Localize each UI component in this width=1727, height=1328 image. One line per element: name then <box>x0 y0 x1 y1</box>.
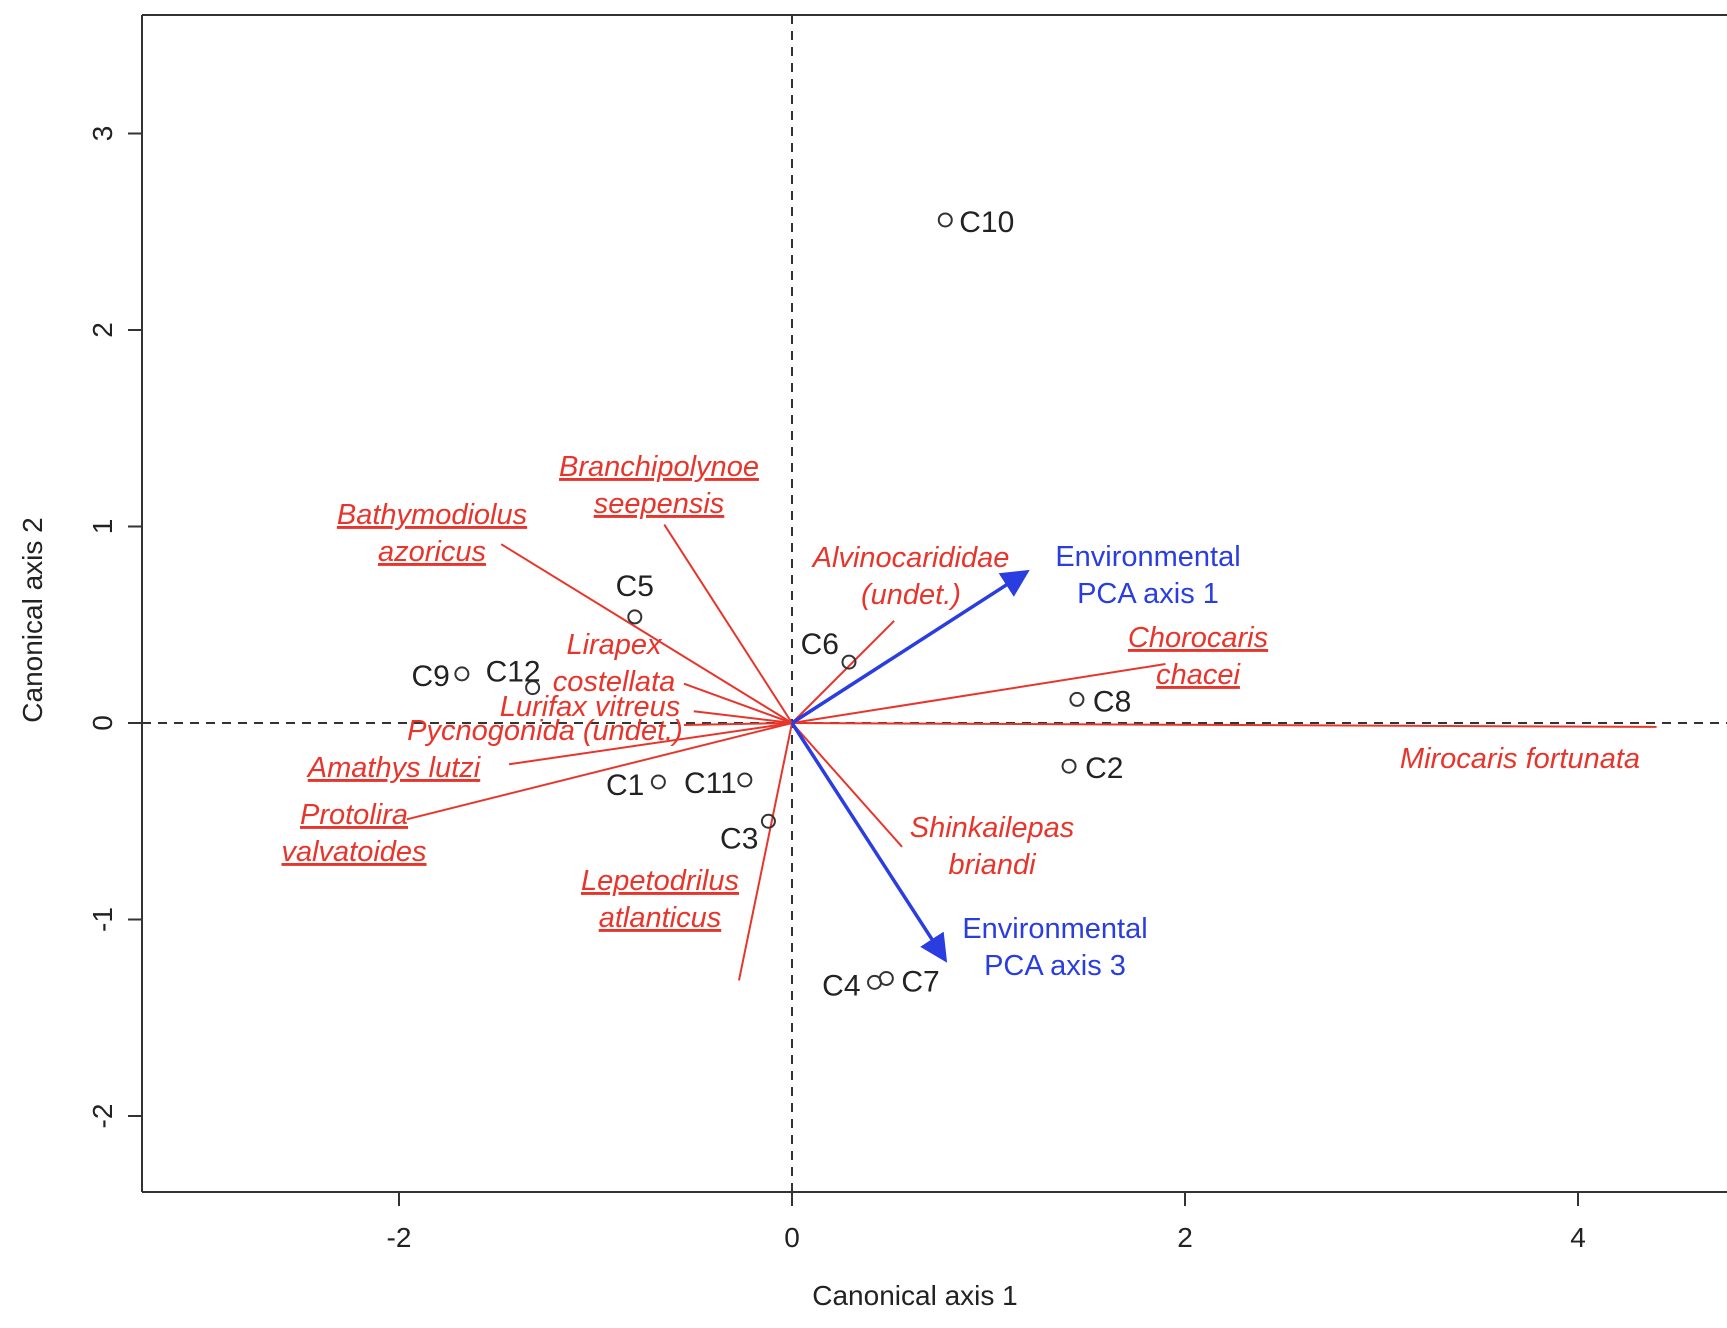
site-point-c10 <box>937 212 953 228</box>
site-label-c12: C12 <box>486 656 541 689</box>
species-label-bathymodiolus-azoricus-line-2: azoricus <box>378 536 486 568</box>
species-label-shinkailepas-briandi-line-2: briandi <box>948 849 1037 881</box>
species-vector-mirocaris-fortunata <box>791 722 1657 728</box>
environment-label-1-line-2: PCA axis 1 <box>1077 578 1219 610</box>
species-label-shinkailepas-briandi-line-1: Shinkailepas <box>910 812 1074 844</box>
species-vector-pycnogonida-undet <box>683 722 793 726</box>
axes-layer: -2 0 2 4 -2 -1 0 1 2 3 Canonical axis 1 Canonical a… <box>17 14 1727 1311</box>
site-label-c1: C1 <box>606 769 644 802</box>
site-label-c9: C9 <box>412 660 450 693</box>
environment-label-1-line-1: Environmental <box>1055 541 1240 573</box>
labels-layer: C1 C2 C3 C4 C5 C6 C7 C8 C9 C10 C11 C12 Bathymodiolus… <box>281 206 1640 1002</box>
site-point-c8 <box>1069 691 1085 707</box>
y-tick-label-1: -1 <box>87 907 118 932</box>
species-label-lirapex-costellata-line-2: costellata <box>553 666 676 698</box>
site-point-c11 <box>737 772 753 788</box>
species-vector-protolira-valvatoides <box>406 722 793 821</box>
species-label-mirocaris-fortunata-line-1: Mirocaris fortunata <box>1400 743 1640 775</box>
site-point-c5 <box>627 609 643 625</box>
site-label-c5: C5 <box>616 570 654 603</box>
site-point-c12 <box>525 680 541 696</box>
site-point-c6 <box>841 654 857 670</box>
species-label-chorocaris-chacei-line-1: Chorocaris <box>1128 622 1268 654</box>
environment-arrow-2 <box>790 722 948 963</box>
species-vector-lepetodrilus-atlanticus <box>737 722 793 981</box>
site-label-c6: C6 <box>801 628 839 661</box>
site-point-c3 <box>760 813 776 829</box>
species-label-bathymodiolus-azoricus-line-1: Bathymodiolus <box>337 499 527 531</box>
species-label-protolira-valvatoides-line-1: Protolira <box>300 799 408 831</box>
y-tick-label-2: 0 <box>87 715 118 731</box>
x-axis-title: Canonical axis 1 <box>812 1280 1017 1311</box>
x-tick-label-3: 4 <box>1570 1222 1586 1253</box>
site-points-layer <box>454 212 1085 990</box>
environment-arrow-1 <box>791 569 1030 725</box>
species-vector-bathymodiolus-azoricus <box>500 543 793 724</box>
species-label-lepetodrilus-atlanticus-line-1: Lepetodrilus <box>581 865 739 897</box>
species-label-branchipolynoe-seepensis-line-1: Branchipolynoe <box>559 451 759 483</box>
species-vector-lurifax-vitreus <box>693 710 793 724</box>
y-axis-title: Canonical axis 2 <box>17 517 48 722</box>
site-label-c11: C11 <box>684 767 737 800</box>
site-label-c4: C4 <box>822 969 860 1002</box>
species-lines-layer <box>406 523 1657 981</box>
site-point-c2 <box>1061 758 1077 774</box>
x-tick-label-1: 0 <box>784 1222 800 1253</box>
site-label-c7: C7 <box>901 965 939 998</box>
species-label-alvinocarididae-undet-line-2: (undet.) <box>861 579 961 611</box>
y-tick-label-3: 1 <box>87 519 118 535</box>
y-tick-label-5: 3 <box>87 126 118 142</box>
environment-label-2-line-1: Environmental <box>962 913 1147 945</box>
species-label-protolira-valvatoides-line-2: valvatoides <box>281 836 426 868</box>
species-vector-amathys-lutzi <box>508 722 793 766</box>
environment-arrows-layer <box>790 569 1030 963</box>
species-vector-chorocaris-chacei <box>791 663 1166 724</box>
environment-label-2-line-2: PCA axis 3 <box>984 950 1126 982</box>
species-vector-branchipolynoe-seepensis <box>663 523 793 724</box>
site-label-c3: C3 <box>720 822 758 855</box>
species-vector-shinkailepas-briandi <box>791 722 903 848</box>
species-label-chorocaris-chacei-line-2: chacei <box>1156 659 1241 691</box>
species-label-alvinocarididae-undet-line-1: Alvinocarididae <box>811 542 1010 574</box>
species-label-amathys-lutzi-line-1: Amathys lutzi <box>306 752 482 784</box>
species-vector-alvinocarididae-undet <box>791 620 895 724</box>
species-vector-lirapex-costellata <box>683 682 793 724</box>
site-label-c10: C10 <box>959 206 1014 239</box>
site-label-c8: C8 <box>1093 685 1131 718</box>
x-tick-label-0: -2 <box>387 1222 412 1253</box>
species-label-lirapex-costellata-line-1: Lirapex <box>566 629 663 661</box>
y-tick-label-4: 2 <box>87 322 118 338</box>
y-tick-label-0: -2 <box>87 1104 118 1129</box>
species-label-pycnogonida-undet-line-1: Pycnogonida (undet.) <box>407 715 683 747</box>
site-point-c9 <box>454 666 470 682</box>
species-label-lurifax-vitreus-line-1: Lurifax vitreus <box>500 691 681 723</box>
site-point-c1 <box>650 774 666 790</box>
site-label-c2: C2 <box>1085 752 1123 785</box>
site-point-c7 <box>878 970 894 986</box>
x-tick-label-2: 2 <box>1177 1222 1193 1253</box>
species-label-lepetodrilus-atlanticus-line-2: atlanticus <box>599 902 722 934</box>
species-label-branchipolynoe-seepensis-line-2: seepensis <box>594 488 725 520</box>
